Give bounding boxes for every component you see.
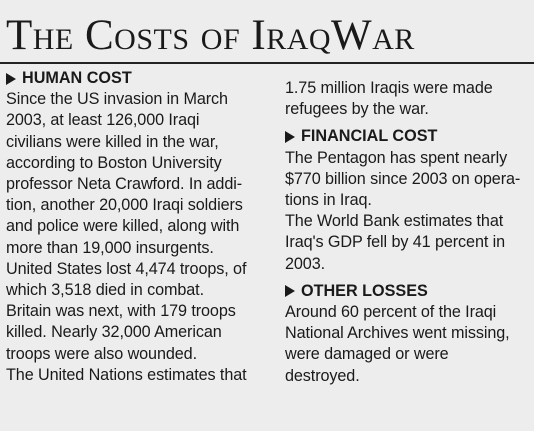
- body-line: The United Nations estimates that: [6, 365, 247, 384]
- triangle-bullet-icon: [285, 131, 295, 143]
- article-title: The Costs of IraqWar: [6, 12, 415, 59]
- human-cost-body: Since the US invasion in March 2003, at …: [6, 89, 274, 386]
- body-line: Around 60 percent of the Iraqi: [285, 303, 497, 322]
- body-line: and police were killed, along with: [6, 217, 240, 236]
- other-losses-body: Around 60 percent of the Iraqi National …: [285, 302, 534, 387]
- right-column: 1.75 million Iraqis were made refugees b…: [285, 68, 534, 387]
- left-column: HUMAN COST Since the US invasion in Marc…: [6, 68, 274, 386]
- body-line: civilians were killed in the war,: [6, 132, 219, 151]
- body-line: were damaged or were: [285, 345, 449, 364]
- financial-cost-body: The Pentagon has spent nearly $770 billi…: [285, 148, 534, 275]
- financial-cost-heading-label: FINANCIAL COST: [301, 127, 438, 146]
- body-line: 2003, at least 126,000 Iraqi: [6, 111, 200, 130]
- triangle-bullet-icon: [6, 72, 16, 85]
- body-line: more than 19,000 insurgents.: [6, 238, 214, 257]
- body-line: 2003.: [285, 254, 326, 273]
- triangle-bullet-icon: [285, 285, 295, 298]
- other-losses-heading-label: OTHER LOSSES: [301, 281, 428, 300]
- body-line: United States lost 4,474 troops, of: [6, 259, 247, 278]
- body-line: 1.75 million Iraqis were made: [285, 79, 493, 97]
- human-cost-heading-label: HUMAN COST: [22, 69, 132, 87]
- body-line: refugees by the war.: [285, 100, 429, 119]
- continuation-text: 1.75 million Iraqis were made refugees b…: [285, 78, 534, 120]
- body-line: The Pentagon has spent nearly: [285, 148, 508, 167]
- human-cost-heading: HUMAN COST: [6, 68, 274, 89]
- body-line: destroyed.: [285, 366, 360, 385]
- body-line: Iraq's GDP fell by 41 percent in: [285, 233, 506, 252]
- body-line: which 3,518 died in combat.: [6, 281, 204, 300]
- body-line: Since the US invasion in March: [6, 90, 228, 109]
- body-line: tions in Iraq.: [285, 191, 372, 210]
- body-line: troops were also wounded.: [6, 344, 197, 363]
- body-line: according to Boston University: [6, 153, 222, 172]
- body-line: professor Neta Crawford. In addi-: [6, 175, 243, 194]
- body-line: Britain was next, with 179 troops: [6, 302, 236, 321]
- body-line: killed. Nearly 32,000 American: [6, 323, 222, 342]
- body-line: National Archives went missing,: [285, 324, 510, 343]
- body-line: tion, another 20,000 Iraqi soldiers: [6, 196, 243, 215]
- body-line: The World Bank estimates that: [285, 212, 504, 231]
- body-line: $770 billion since 2003 on opera-: [285, 169, 521, 188]
- other-losses-heading: OTHER LOSSES: [285, 281, 534, 302]
- title-rule: [0, 62, 534, 64]
- financial-cost-heading: FINANCIAL COST: [285, 126, 534, 147]
